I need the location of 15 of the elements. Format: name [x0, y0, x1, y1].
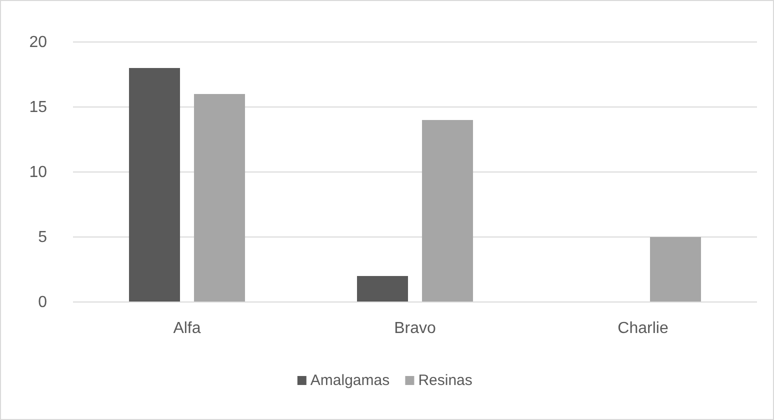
x-tick-label: Bravo: [394, 320, 436, 337]
x-tick-label: Charlie: [618, 320, 668, 337]
y-tick-label: 0: [38, 294, 48, 311]
bar: [650, 237, 701, 302]
y-tick-label: 5: [38, 229, 48, 246]
y-tick-label: 15: [29, 99, 48, 116]
bar: [129, 68, 180, 302]
bar: [194, 94, 245, 302]
y-tick-label: 20: [29, 34, 48, 51]
legend-label: Amalgamas: [310, 372, 390, 389]
legend-label: Resinas: [418, 372, 472, 389]
bar: [422, 120, 473, 302]
x-tick-label: Alfa: [173, 320, 201, 337]
bar: [357, 276, 408, 302]
y-tick-label: 10: [29, 164, 48, 181]
